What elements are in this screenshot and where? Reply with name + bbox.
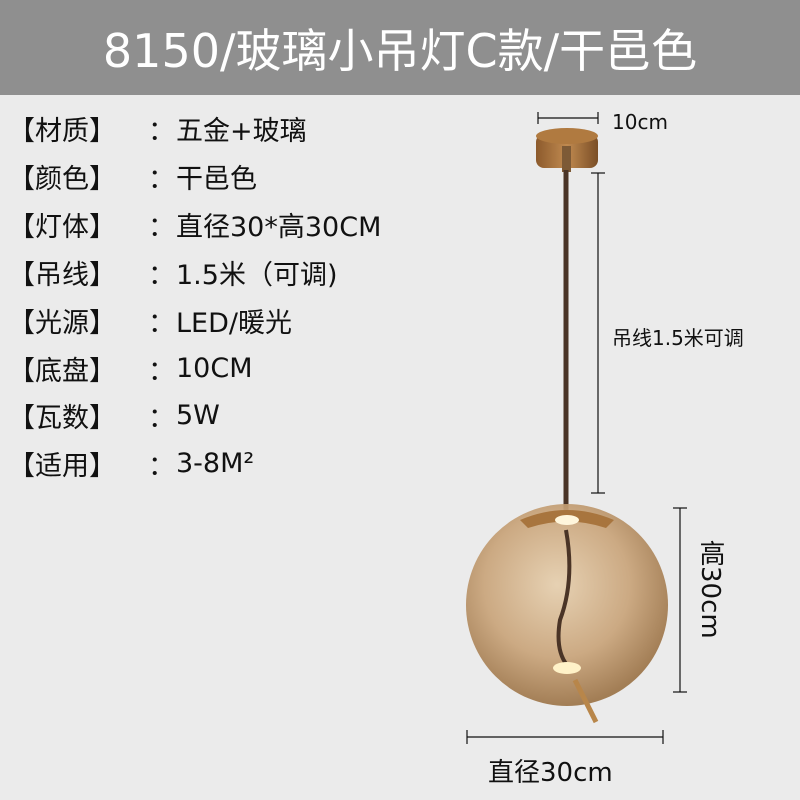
spec-row-cord: 【吊线】 ： 1.5米（可调) bbox=[8, 252, 337, 292]
spec-colon: ： bbox=[148, 307, 175, 339]
spec-row-light-source: 【光源】 ： LED/暖光 bbox=[8, 300, 292, 340]
canopy bbox=[536, 128, 598, 172]
spec-value: 干邑色 bbox=[176, 163, 257, 195]
spec-label: 【光源】 bbox=[8, 307, 116, 339]
spec-value: 五金+玻璃 bbox=[176, 115, 307, 147]
spec-colon: ： bbox=[148, 402, 175, 434]
spec-label: 【灯体】 bbox=[8, 211, 116, 243]
title-banner: 8150/玻璃小吊灯C款/干邑色 bbox=[0, 0, 800, 95]
spec-value: 5W bbox=[176, 399, 220, 431]
spec-label: 【底盘】 bbox=[8, 355, 116, 387]
spec-row-base: 【底盘】 ： 10CM bbox=[8, 348, 253, 388]
height-dimension-label: 高30cm bbox=[695, 540, 725, 639]
spec-colon: ： bbox=[148, 115, 175, 147]
canopy-dimension-label: 10cm bbox=[612, 110, 668, 134]
spec-colon: ： bbox=[148, 450, 175, 482]
product-title: 8150/玻璃小吊灯C款/干邑色 bbox=[102, 23, 698, 78]
spec-value: 3-8M² bbox=[176, 447, 255, 479]
spec-label: 【材质】 bbox=[8, 115, 116, 147]
spec-label: 【吊线】 bbox=[8, 259, 116, 291]
spec-value: 10CM bbox=[176, 352, 253, 384]
spec-colon: ： bbox=[148, 355, 175, 387]
spec-colon: ： bbox=[148, 259, 175, 291]
spec-value: 1.5米（可调) bbox=[176, 259, 338, 291]
dimension-lines bbox=[466, 112, 687, 744]
spec-row-wattage: 【瓦数】 ： 5W bbox=[8, 395, 220, 435]
spec-row-body: 【灯体】 ：直径30*高30CM bbox=[8, 204, 381, 244]
spec-value: LED/暖光 bbox=[176, 307, 292, 339]
glass-globe bbox=[466, 504, 668, 724]
spec-row-material: 【材质】 ：五金+玻璃 bbox=[8, 108, 307, 148]
spec-colon: ： bbox=[148, 211, 175, 243]
spec-row-color: 【颜色】 ：干邑色 bbox=[8, 156, 257, 196]
spec-colon: ： bbox=[148, 163, 175, 195]
spec-row-area: 【适用】 ： 3-8M² bbox=[8, 443, 254, 483]
spec-value: 直径30*高30CM bbox=[176, 211, 382, 243]
spec-label: 【适用】 bbox=[8, 450, 116, 482]
spec-label: 【颜色】 bbox=[8, 163, 116, 195]
diameter-dimension-label: 直径30cm bbox=[488, 758, 613, 788]
spec-label: 【瓦数】 bbox=[8, 402, 116, 434]
cord-dimension-label: 吊线1.5米可调 bbox=[612, 326, 744, 350]
